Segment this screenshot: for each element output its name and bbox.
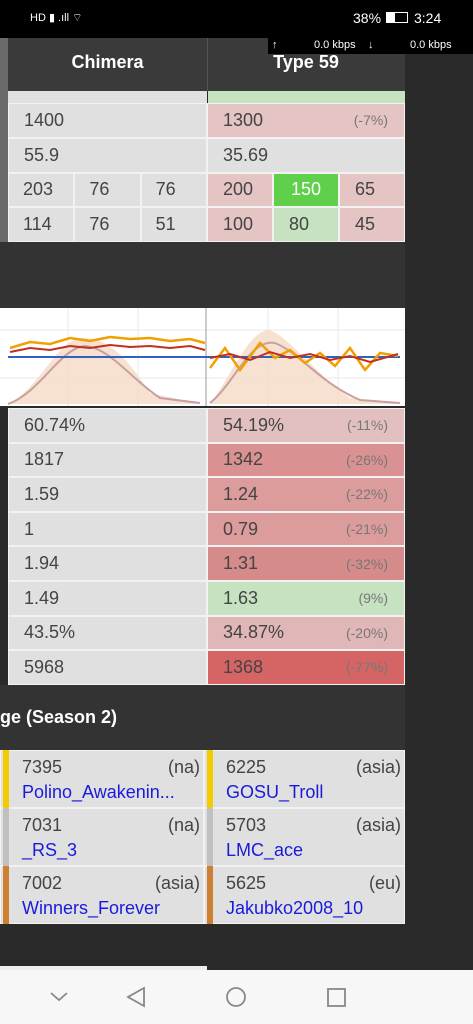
player-name[interactable]: Polino_Awakenin... bbox=[22, 782, 175, 802]
diff: (9%) bbox=[358, 590, 388, 607]
nav-bar bbox=[0, 970, 473, 1024]
cell: 76 bbox=[74, 172, 141, 208]
down-speed: 0.0 kbps bbox=[410, 39, 452, 51]
score: 7031 bbox=[22, 815, 63, 835]
score: 5625 bbox=[226, 873, 267, 893]
nav-home[interactable] bbox=[226, 987, 246, 1007]
entry-bg bbox=[204, 866, 405, 924]
nav-icons bbox=[50, 986, 346, 1008]
header-left: Chimera bbox=[71, 52, 144, 72]
status-icons: HD ▮ .ıll ⌔ bbox=[30, 12, 83, 24]
clock: 3:24 bbox=[414, 10, 442, 26]
nav-hide[interactable] bbox=[50, 992, 68, 1002]
cell: 114 bbox=[8, 207, 75, 242]
rank-bar bbox=[3, 808, 9, 866]
entry-bg bbox=[204, 750, 405, 808]
region: (na) bbox=[167, 757, 200, 777]
cell: 76 bbox=[140, 172, 207, 208]
rank-bar bbox=[3, 750, 9, 808]
diff: (-32%) bbox=[345, 555, 388, 572]
score: 6225 bbox=[226, 757, 267, 777]
cell: 43.5% bbox=[8, 615, 207, 651]
partial-row bbox=[8, 91, 207, 103]
cell: 150 bbox=[273, 172, 339, 208]
cell: 0.79 bbox=[207, 511, 405, 547]
speed-overlay: ↑ 0.0 kbps ↓ 0.0 kbps bbox=[268, 37, 473, 54]
charts bbox=[0, 308, 405, 406]
region: (asia) bbox=[355, 815, 401, 835]
cell: 1817 bbox=[8, 442, 207, 478]
diff: (-11%) bbox=[347, 417, 388, 434]
score: 5703 bbox=[226, 815, 267, 835]
battery-icon bbox=[386, 12, 408, 23]
diff: (-20%) bbox=[345, 624, 388, 641]
cell: 54.19% bbox=[207, 408, 405, 443]
region: (na) bbox=[167, 815, 200, 835]
section-title: ge (Season 2) bbox=[0, 707, 118, 727]
entry-bg bbox=[0, 866, 204, 924]
cell: 76 bbox=[74, 207, 141, 242]
cell: 1300 bbox=[207, 103, 405, 138]
player-name[interactable]: Winners_Forever bbox=[22, 898, 161, 918]
section-header bbox=[0, 685, 405, 750]
rank-bar bbox=[3, 866, 9, 924]
cell: 1.31 bbox=[207, 546, 405, 581]
rank-bar bbox=[207, 866, 213, 924]
cell: 55.9 bbox=[8, 137, 207, 173]
cell: 5968 bbox=[8, 650, 207, 685]
cell: 1.63 bbox=[207, 581, 405, 616]
cell: 80 bbox=[273, 207, 339, 242]
region: (asia) bbox=[355, 757, 401, 777]
rank-bar bbox=[207, 750, 213, 808]
region: (asia) bbox=[154, 873, 200, 893]
score: 7002 bbox=[22, 873, 63, 893]
region: (eu) bbox=[368, 873, 401, 893]
diff: (-7%) bbox=[353, 112, 388, 129]
entry-bg bbox=[0, 750, 204, 808]
cell: 203 bbox=[8, 172, 75, 208]
player-name[interactable]: Jakubko2008_10 bbox=[226, 898, 364, 918]
cell: 65 bbox=[339, 172, 405, 208]
entry-bg bbox=[204, 808, 405, 866]
down-arrow: ↓ bbox=[368, 39, 374, 51]
score: 7395 bbox=[22, 757, 63, 777]
header-right: Type 59 bbox=[273, 52, 339, 72]
cell: 1342 bbox=[207, 442, 405, 478]
edge bbox=[0, 38, 8, 243]
cell: 1.24 bbox=[207, 477, 405, 512]
player-name[interactable]: LMC_ace bbox=[226, 840, 304, 860]
up-speed: 0.0 kbps bbox=[314, 39, 356, 51]
cell: 51 bbox=[140, 207, 207, 242]
battery: 38% bbox=[353, 10, 382, 26]
partial-row bbox=[208, 91, 405, 103]
player-name[interactable]: _RS_3 bbox=[22, 840, 78, 860]
cell: 1.49 bbox=[8, 581, 207, 616]
cell: 35.69 bbox=[207, 137, 405, 173]
diff: (-77%) bbox=[345, 659, 388, 676]
cell: 200 bbox=[207, 172, 273, 208]
section-gap bbox=[0, 242, 405, 308]
player-name[interactable]: GOSU_Troll bbox=[226, 782, 324, 802]
rank-bar bbox=[207, 808, 213, 866]
partial-block bbox=[0, 966, 207, 970]
diff: (-22%) bbox=[345, 486, 388, 503]
diff: (-26%) bbox=[345, 451, 388, 468]
up-arrow: ↑ bbox=[272, 39, 278, 51]
cell: 1 bbox=[8, 511, 207, 547]
cell: 1.94 bbox=[8, 546, 207, 581]
cell: 45 bbox=[339, 207, 405, 242]
entry-bg bbox=[0, 808, 204, 866]
cell: 1368 bbox=[207, 650, 405, 685]
nav-recent[interactable] bbox=[327, 988, 346, 1007]
diff: (-21%) bbox=[345, 521, 388, 538]
cell: 34.87% bbox=[207, 615, 405, 651]
cell: 60.74% bbox=[8, 408, 207, 443]
cell: 1.59 bbox=[8, 477, 207, 512]
divider bbox=[207, 38, 208, 91]
nav-back[interactable] bbox=[126, 986, 145, 1008]
cell: 1400 bbox=[8, 103, 207, 138]
cell: 100 bbox=[207, 207, 273, 242]
